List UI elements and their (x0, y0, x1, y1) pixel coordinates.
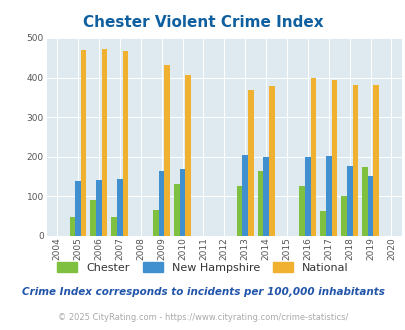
Bar (340, 196, 346, 236)
Text: Chester Violent Crime Index: Chester Violent Crime Index (83, 15, 322, 30)
Bar (111, 217, 117, 236)
Bar (304, 157, 310, 236)
Text: Crime Index corresponds to incidents per 100,000 inhabitants: Crime Index corresponds to incidents per… (21, 287, 384, 297)
Bar (69, 217, 75, 236)
Bar (310, 78, 315, 236)
Bar (331, 80, 337, 236)
Text: © 2025 CityRating.com - https://www.cityrating.com/crime-statistics/: © 2025 CityRating.com - https://www.city… (58, 313, 347, 322)
Bar (352, 85, 357, 236)
Bar (174, 184, 179, 236)
Bar (257, 171, 262, 236)
Bar (158, 171, 164, 236)
Bar (164, 65, 170, 236)
Bar (346, 166, 352, 236)
Bar (90, 200, 96, 236)
Bar (325, 156, 331, 236)
Bar (373, 85, 378, 236)
Legend: Chester, New Hampshire, National: Chester, New Hampshire, National (53, 258, 352, 278)
Bar (81, 50, 86, 236)
Bar (367, 176, 373, 236)
Bar (153, 210, 158, 236)
Bar (299, 186, 304, 236)
Bar (242, 155, 247, 236)
Bar (247, 90, 253, 236)
Bar (122, 51, 128, 236)
Bar (236, 186, 242, 236)
Bar (102, 49, 107, 236)
Bar (75, 181, 81, 236)
Bar (262, 157, 268, 236)
Bar (268, 86, 274, 236)
Bar (117, 179, 122, 236)
Bar (96, 180, 102, 236)
Bar (185, 75, 190, 236)
Bar (179, 169, 185, 236)
Bar (320, 212, 325, 236)
Bar (361, 167, 367, 236)
